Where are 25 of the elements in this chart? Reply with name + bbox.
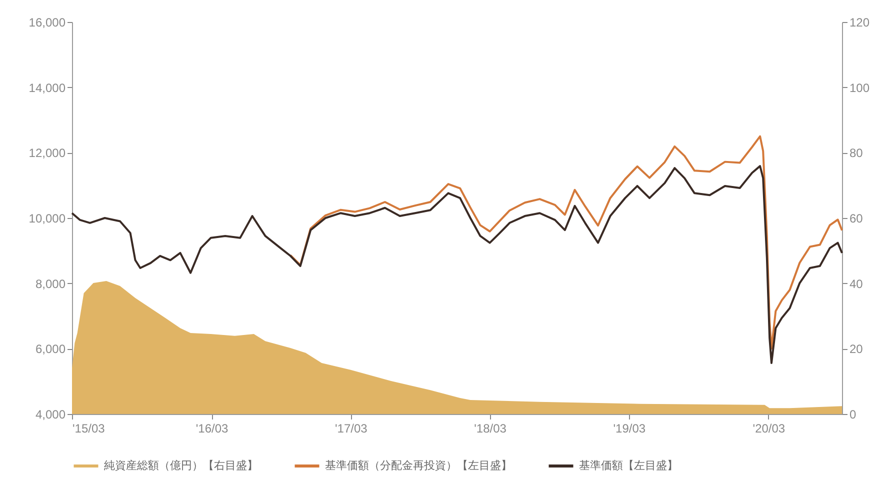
y2-tick-label: 40 xyxy=(850,276,864,291)
y2-tick-label: 0 xyxy=(850,408,856,422)
y2-tick-label: 120 xyxy=(850,16,870,30)
x-tick-label: '16/03 xyxy=(196,422,228,436)
x-tick-label: '17/03 xyxy=(334,422,368,436)
y2-tick-label: 80 xyxy=(850,146,864,160)
legend-label: 基準価額（分配金再投資）【左目盛】 xyxy=(325,459,512,472)
y-tick-label: 14,000 xyxy=(28,80,66,95)
y-tick-label: 6,000 xyxy=(35,342,66,356)
y2-tick-label: 60 xyxy=(850,212,864,226)
x-tick-label: '20/03 xyxy=(752,422,786,436)
x-tick-label: '19/03 xyxy=(613,422,646,436)
legend-label: 基準価額【左目盛】 xyxy=(579,459,678,472)
x-tick-label: '18/03 xyxy=(474,422,507,436)
y-tick-label: 4,000 xyxy=(35,408,66,422)
legend-label: 純資産総額（億円）【右目盛】 xyxy=(104,459,258,472)
y-tick-label: 16,000 xyxy=(28,16,66,30)
line-series xyxy=(289,135,843,350)
y2-tick-label: 100 xyxy=(850,80,870,95)
line-series xyxy=(71,165,843,364)
y-tick-label: 12,000 xyxy=(28,146,66,160)
y-tick-label: 8,000 xyxy=(35,276,66,291)
y-tick-label: 10,000 xyxy=(28,212,66,226)
x-tick-label: '15/03 xyxy=(72,422,106,436)
y2-tick-label: 20 xyxy=(850,342,864,356)
